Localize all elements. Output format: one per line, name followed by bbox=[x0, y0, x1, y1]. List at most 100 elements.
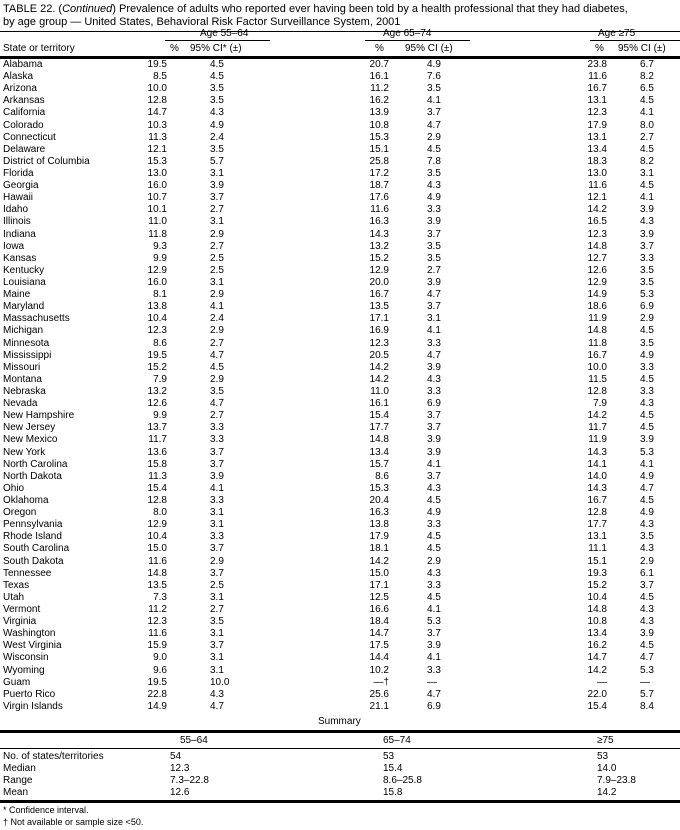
pct-65-74: 15.4 bbox=[369, 410, 389, 422]
pct-55-64: 11.6 bbox=[148, 628, 167, 640]
state-name: South Carolina bbox=[3, 543, 70, 555]
pct-75plus: 12.3 bbox=[587, 107, 607, 119]
pct-65-74: 11.6 bbox=[370, 204, 389, 216]
ci-75plus: 3.1 bbox=[640, 168, 654, 179]
ci-75plus: 3.7 bbox=[640, 240, 654, 252]
pct-55-64: 11.3 bbox=[148, 131, 167, 143]
summary-col-header: ≥75 bbox=[597, 735, 614, 746]
ci-55-64: 3.5 bbox=[210, 143, 224, 155]
ci-55-64: 10.0 bbox=[210, 676, 230, 688]
pct-75plus: 15.4 bbox=[587, 700, 607, 712]
group-header-75plus: Age ≥75 bbox=[598, 28, 636, 39]
pct-75plus: — bbox=[597, 676, 607, 688]
pct-65-74: 15.0 bbox=[369, 567, 389, 579]
pct-65-74: 18.4 bbox=[369, 616, 389, 628]
state-name: New Jersey bbox=[3, 422, 56, 434]
ci-65-74: 3.3 bbox=[427, 386, 441, 397]
ci-55-64: 3.1 bbox=[210, 216, 224, 228]
pct-75plus: 16.7 bbox=[587, 83, 607, 95]
pct-55-64: 12.1 bbox=[147, 143, 167, 155]
pct-75plus: 14.7 bbox=[587, 652, 607, 664]
pct-55-64: 8.1 bbox=[153, 289, 167, 301]
ci-55-64: 2.5 bbox=[210, 579, 224, 591]
pct-75plus: 14.2 bbox=[587, 410, 607, 422]
pct-75plus: 14.3 bbox=[587, 482, 607, 494]
pct-65-74: 18.7 bbox=[369, 180, 389, 192]
pct-65-74: 17.1 bbox=[369, 579, 389, 591]
ci-65-74: 2.7 bbox=[427, 264, 441, 276]
summary-55-64: 7.3–22.8 bbox=[170, 775, 209, 786]
state-header: State or territory bbox=[3, 43, 75, 54]
pct-75plus: 16.2 bbox=[587, 640, 607, 652]
pct-75plus: 14.0 bbox=[587, 470, 607, 482]
ci-65-74: 4.9 bbox=[427, 507, 441, 519]
ci-65-74: 4.5 bbox=[427, 591, 441, 603]
ci-75plus: 4.9 bbox=[640, 349, 654, 361]
ci-75plus: 2.9 bbox=[640, 313, 654, 325]
ci-75plus: 8.2 bbox=[640, 71, 654, 83]
pct-65-74: 20.5 bbox=[369, 349, 389, 361]
state-name: Massachusetts bbox=[3, 313, 70, 325]
pct-55-64: 11.3 bbox=[148, 470, 167, 482]
ci-55-64: 2.9 bbox=[210, 373, 224, 385]
pct-65-74: 10.8 bbox=[369, 119, 389, 131]
state-name: Kentucky bbox=[3, 264, 45, 276]
ci-75plus: 3.3 bbox=[640, 361, 654, 373]
state-name: Guam bbox=[3, 676, 31, 688]
ci-55-64: 3.7 bbox=[210, 192, 224, 204]
pct-55-64: 12.3 bbox=[147, 325, 167, 337]
pct-55-64: 22.8 bbox=[147, 688, 167, 700]
state-name: Utah bbox=[3, 591, 25, 603]
pct-75plus: 19.3 bbox=[587, 567, 607, 579]
ci-75plus: 8.4 bbox=[640, 700, 654, 712]
pct-65-74: 12.9 bbox=[369, 264, 389, 276]
ci-55-64: 3.1 bbox=[210, 519, 224, 531]
state-name: New Mexico bbox=[3, 434, 58, 446]
pct-65-74: 16.2 bbox=[369, 95, 389, 107]
ci-75plus: 4.3 bbox=[640, 519, 654, 531]
pct-75plus: 11.5 bbox=[588, 373, 607, 385]
ci-55-64: 4.7 bbox=[210, 349, 224, 361]
pct-75plus: 7.9 bbox=[593, 398, 607, 410]
pct-55-64: 19.5 bbox=[147, 676, 167, 688]
ci-55-64: 2.7 bbox=[210, 603, 224, 615]
pct-65-74: 20.7 bbox=[369, 59, 389, 70]
pct-65-74: 16.3 bbox=[369, 507, 389, 519]
pct-55-64: 7.9 bbox=[153, 373, 167, 385]
footnote: † Not available or sample size <50. bbox=[3, 817, 144, 827]
pct-65-74: 15.1 bbox=[369, 143, 389, 155]
state-name: Nevada bbox=[3, 398, 38, 410]
pct-55-64: 13.8 bbox=[147, 301, 167, 313]
ci-55-64: 3.7 bbox=[210, 458, 224, 470]
pct-55-64: 9.6 bbox=[153, 664, 167, 676]
ci-75plus: 4.5 bbox=[640, 143, 654, 155]
pct-55-64: 10.4 bbox=[147, 313, 167, 325]
ci-75plus: 4.9 bbox=[640, 470, 654, 482]
pct-65-74: 12.3 bbox=[369, 337, 389, 349]
group-underline bbox=[590, 40, 680, 41]
ci-75plus: 6.5 bbox=[640, 83, 654, 95]
ci-55-64: 4.1 bbox=[210, 301, 224, 313]
ci-55-64: 4.7 bbox=[210, 398, 224, 410]
pct-65-74: 15.3 bbox=[369, 482, 389, 494]
ci-75plus: 4.1 bbox=[640, 192, 654, 204]
ci-65-74: 4.1 bbox=[427, 95, 441, 107]
ci-65-74: 5.3 bbox=[427, 616, 441, 628]
pct-55-64: 10.1 bbox=[147, 204, 167, 216]
pct-65-74: 13.4 bbox=[369, 446, 389, 458]
ci-75plus: 3.9 bbox=[640, 204, 654, 216]
ci-75plus: 2.9 bbox=[640, 555, 654, 567]
pct-55-64: 13.0 bbox=[147, 168, 167, 179]
ci-75plus: 3.3 bbox=[640, 386, 654, 397]
pct-55-64: 16.0 bbox=[147, 277, 167, 288]
pct-65-74: 17.9 bbox=[369, 531, 389, 543]
state-name: California bbox=[3, 107, 46, 119]
ci-75plus: 3.5 bbox=[640, 264, 654, 276]
pct-55-64: 12.8 bbox=[147, 495, 167, 506]
ci-55-64: 2.4 bbox=[210, 131, 224, 143]
pct-65-74: 17.1 bbox=[369, 313, 389, 325]
ci-65-74: 3.7 bbox=[427, 301, 441, 313]
ci-55-64: 3.5 bbox=[210, 616, 224, 628]
ci-55-64: 3.7 bbox=[210, 543, 224, 555]
ci-55-64: 3.3 bbox=[210, 434, 224, 446]
